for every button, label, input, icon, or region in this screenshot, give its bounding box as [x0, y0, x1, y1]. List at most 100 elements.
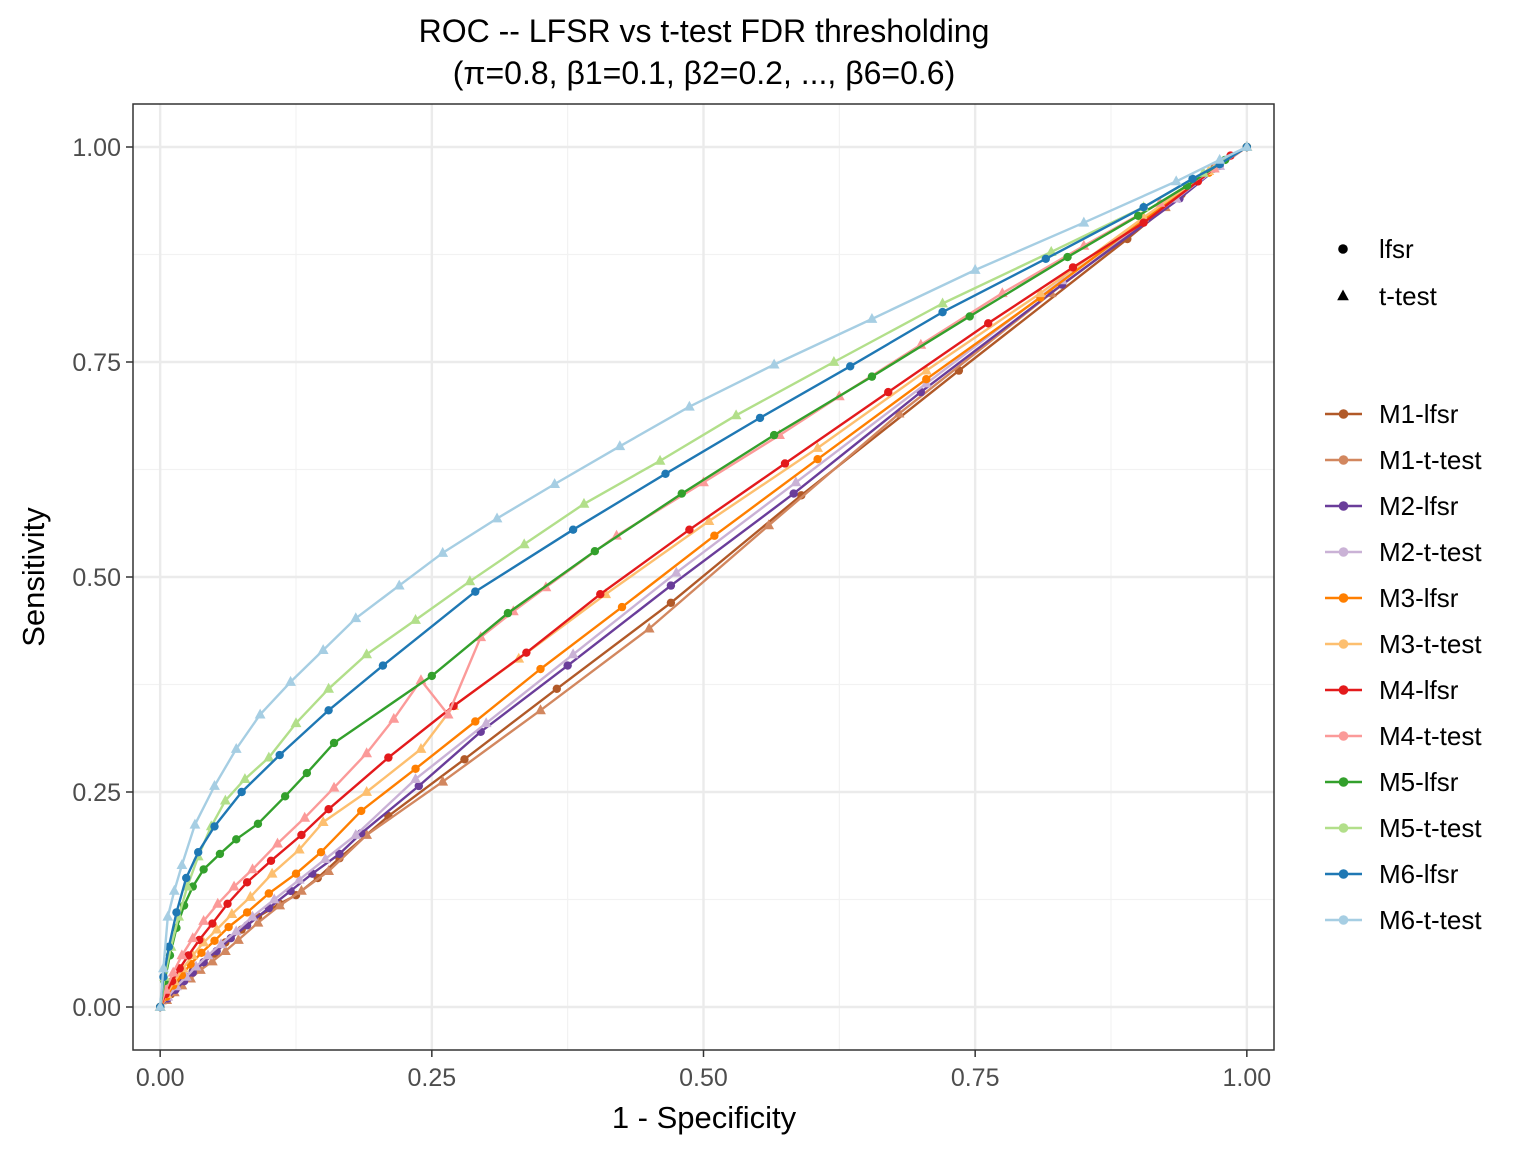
data-point-m2-t-test	[319, 853, 331, 863]
data-point-m2-lfsr	[563, 661, 572, 670]
data-point-m6-t-test	[189, 818, 201, 829]
data-point-m6-t-test	[437, 546, 449, 557]
data-point-m1-lfsr	[460, 755, 469, 764]
data-point-m4-lfsr	[184, 951, 193, 960]
data-point-m5-t-test	[263, 751, 275, 762]
data-point-m1-lfsr	[797, 491, 806, 500]
data-point-m6-lfsr	[378, 661, 388, 670]
x-tick-label: 0.25	[407, 1064, 456, 1092]
data-point-m3-lfsr	[357, 806, 366, 816]
y-axis-label: Sensitivity	[16, 507, 51, 647]
data-point-m1-lfsr	[552, 684, 561, 693]
data-point-m6-t-test	[230, 743, 242, 753]
legend-key-point-m1-t-test	[1338, 455, 1349, 465]
data-point-m3-lfsr	[471, 717, 480, 726]
data-point-m5-t-test	[578, 497, 590, 508]
data-point-m3-t-test	[226, 908, 238, 919]
data-point-m2-t-test	[480, 717, 492, 728]
data-point-m4-lfsr	[596, 590, 605, 599]
data-point-m5-t-test	[361, 648, 373, 659]
legend-label-m2-t-test: M2-t-test	[1379, 537, 1482, 567]
data-point-m6-t-test	[254, 708, 266, 719]
data-point-m5-lfsr	[590, 547, 600, 556]
data-point-m4-t-test	[176, 949, 188, 960]
data-point-m5-lfsr	[769, 430, 779, 440]
data-point-m3-lfsr	[536, 664, 545, 674]
data-point-m6-lfsr	[194, 848, 203, 857]
data-point-m3-t-test	[920, 364, 932, 375]
legend-label-m3-lfsr: M3-lfsr	[1379, 583, 1459, 613]
legend-label-m1-t-test: M1-t-test	[1379, 445, 1482, 475]
y-tick-label: 0.00	[72, 994, 121, 1022]
legend-key-circle	[1338, 244, 1348, 254]
legend-key-point-m3-t-test	[1338, 639, 1349, 649]
data-point-m1-t-test	[763, 519, 775, 530]
data-point-m1-t-test	[893, 407, 905, 418]
legend-key-point-m2-lfsr	[1338, 501, 1349, 511]
data-point-m4-lfsr	[208, 919, 217, 928]
data-point-m2-t-test	[670, 566, 682, 577]
data-point-m4-lfsr	[384, 753, 393, 762]
data-point-m3-lfsr	[242, 908, 252, 917]
data-point-m5-t-test	[239, 773, 251, 783]
data-point-m3-lfsr	[922, 375, 931, 384]
data-point-m6-lfsr	[237, 787, 246, 797]
data-point-m4-lfsr	[685, 525, 694, 534]
data-point-m1-t-test	[206, 955, 218, 966]
data-point-m6-t-test	[176, 859, 188, 869]
data-point-m1-t-test	[233, 933, 244, 944]
data-point-m3-t-test	[812, 442, 823, 452]
data-point-m3-t-test	[415, 743, 427, 753]
data-point-m3-t-test	[244, 890, 256, 901]
series-m3-lfsr	[155, 142, 1252, 1012]
legend-key-point-m6-t-test	[1338, 915, 1349, 925]
data-point-m1-t-test	[643, 622, 655, 633]
data-point-m4-lfsr	[884, 387, 893, 397]
data-point-m4-t-test	[228, 880, 240, 891]
legend-key-point-m4-t-test	[1338, 731, 1349, 741]
legend-label-m1-lfsr: M1-lfsr	[1379, 399, 1459, 429]
data-point-m6-t-test	[549, 478, 561, 489]
data-point-m2-t-test	[215, 938, 227, 949]
legend-label-m4-t-test: M4-t-test	[1379, 721, 1482, 751]
data-point-m4-t-test	[328, 781, 340, 792]
x-tick-label: 0.00	[136, 1064, 185, 1092]
shape-legend: lfsr t-test	[1337, 234, 1438, 311]
data-point-m2-t-test	[293, 873, 305, 884]
data-point-m6-t-test	[768, 358, 780, 369]
data-point-m5-t-test	[290, 717, 302, 728]
data-point-m3-lfsr	[710, 531, 719, 540]
data-point-m6-lfsr	[324, 706, 333, 715]
data-point-m5-t-test	[410, 614, 421, 624]
data-point-m3-lfsr	[316, 848, 326, 857]
data-point-m4-lfsr	[1139, 218, 1148, 227]
data-point-m3-t-test	[211, 923, 223, 934]
data-point-m6-t-test	[158, 962, 169, 973]
data-point-m6-t-test	[1241, 141, 1253, 151]
data-point-m4-lfsr	[242, 878, 252, 887]
data-point-m6-lfsr	[938, 307, 947, 317]
data-point-m6-lfsr	[275, 750, 284, 760]
data-point-m5-t-test	[219, 794, 231, 805]
legend-label-m3-t-test: M3-t-test	[1379, 629, 1482, 659]
data-point-m2-t-test	[230, 925, 242, 936]
data-point-m6-t-test	[866, 313, 878, 323]
data-point-m5-t-test	[730, 409, 742, 420]
data-point-m5-t-test	[654, 454, 666, 465]
data-point-m4-t-test	[442, 708, 454, 719]
y-tick-label: 0.75	[72, 349, 121, 377]
data-point-m6-t-test	[154, 1001, 166, 1011]
data-point-m2-lfsr	[789, 489, 798, 498]
x-axis-ticks: 0.00 0.25 0.50 0.75 1.00	[136, 1050, 1271, 1092]
data-point-m5-lfsr	[1133, 211, 1143, 220]
data-point-m6-lfsr	[1139, 203, 1148, 212]
data-point-m6-lfsr	[164, 942, 174, 951]
data-point-m1-lfsr	[666, 598, 676, 607]
data-point-m3-lfsr	[197, 948, 206, 958]
data-point-m3-t-test	[703, 515, 715, 525]
data-point-m5-lfsr	[253, 819, 263, 829]
legend-key-point-m2-t-test	[1338, 547, 1349, 557]
legend-key-point-m5-t-test	[1338, 823, 1349, 833]
data-point-m6-t-test	[491, 512, 503, 523]
